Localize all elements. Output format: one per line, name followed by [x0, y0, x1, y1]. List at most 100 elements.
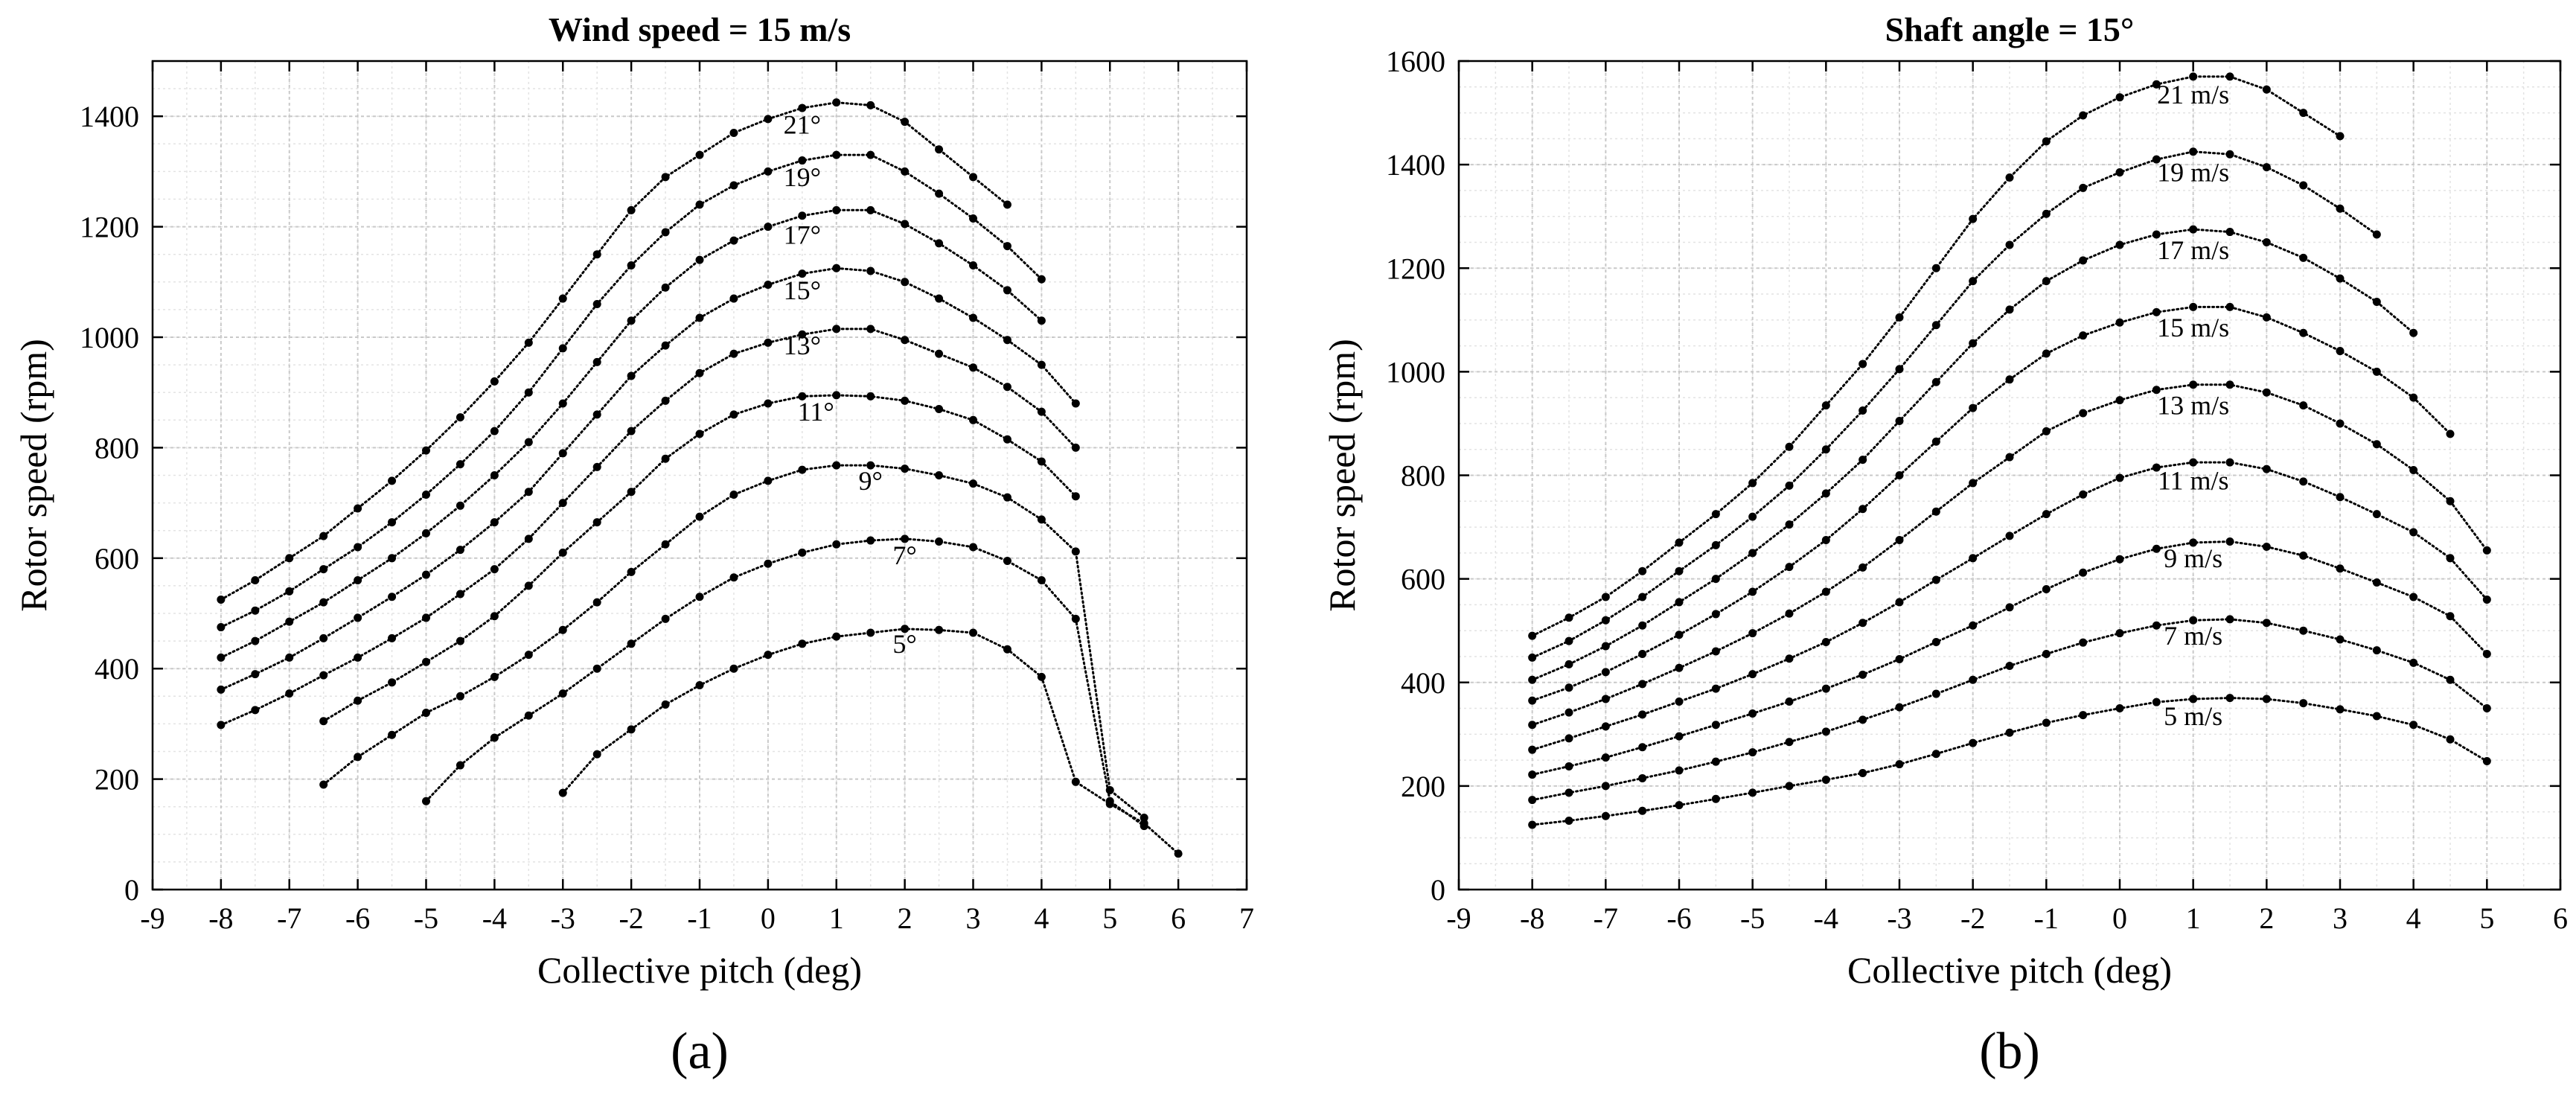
x-tick-label: 3 [966, 901, 981, 935]
data-point [2079, 183, 2088, 192]
x-tick-label: 1 [829, 901, 844, 935]
data-point [592, 357, 601, 366]
data-point [729, 236, 738, 245]
data-point [285, 617, 294, 626]
data-point [1969, 214, 1978, 223]
data-point [1105, 799, 1114, 808]
data-point [1037, 360, 1046, 369]
data-point [592, 250, 601, 259]
data-point [319, 717, 328, 726]
data-point [1821, 727, 1830, 736]
data-point [2079, 711, 2088, 720]
data-point [1748, 587, 1757, 596]
data-point [2446, 430, 2455, 438]
data-point [2189, 302, 2198, 311]
data-point [1601, 782, 1610, 791]
data-point [1895, 416, 1904, 425]
x-tick-label: -3 [551, 901, 575, 935]
data-point [2299, 328, 2308, 337]
series-label: 7° [892, 540, 916, 570]
data-point [217, 595, 226, 604]
data-point [388, 518, 397, 527]
data-point [866, 150, 875, 159]
x-tick-label: -6 [1666, 901, 1691, 935]
chart-wind-speed: -9 -8 -7 -6 -5 -4 -3 -2 -1 0 1 2 3 4 5 6 7 0 200 400 600 800 1… [13, 10, 1254, 1080]
data-point [354, 504, 362, 513]
data-point [1601, 642, 1610, 651]
data-point [2482, 704, 2491, 713]
data-point [1071, 443, 1080, 452]
data-point [2005, 240, 2014, 249]
data-point [1859, 406, 1867, 415]
data-point [2299, 109, 2308, 118]
series-5-m-s: 5 m/s [1528, 694, 2491, 829]
data-point [627, 261, 636, 270]
data-point [1003, 336, 1011, 345]
data-point [2336, 274, 2345, 283]
data-point [866, 205, 875, 214]
data-point [729, 490, 738, 499]
data-point [1528, 675, 1537, 684]
data-point [2152, 621, 2161, 630]
data-point [2299, 551, 2308, 560]
data-point [1565, 708, 1573, 717]
data-point [1859, 768, 1867, 777]
data-point [490, 427, 499, 435]
data-point [627, 316, 636, 325]
data-point [729, 294, 738, 303]
data-point [1638, 593, 1647, 601]
data-point [627, 427, 636, 435]
data-point [558, 294, 567, 303]
y-tick-label: 600 [95, 542, 139, 575]
data-point [2079, 111, 2088, 120]
data-point [2409, 721, 2418, 730]
data-point [832, 391, 841, 400]
data-point [969, 214, 977, 223]
data-point [2482, 546, 2491, 555]
data-point [354, 653, 362, 662]
data-point [866, 461, 875, 470]
data-point [661, 228, 670, 237]
data-point [1969, 738, 1978, 747]
data-point [729, 410, 738, 419]
ticks: -9 -8 -7 -6 -5 -4 -3 -2 -1 0 1 2 3 4 5 6 0 200 400 600 800 10… [1386, 45, 2568, 935]
data-point [354, 543, 362, 552]
data-point [2336, 705, 2345, 714]
data-point [2115, 168, 2124, 177]
data-point [2225, 302, 2234, 311]
data-point [695, 512, 704, 521]
data-point [2005, 173, 2014, 182]
data-point [627, 371, 636, 380]
data-point [1601, 668, 1610, 677]
data-point [729, 349, 738, 358]
data-point [2005, 603, 2014, 612]
series-line [425, 537, 1145, 828]
grid [1458, 60, 2561, 890]
data-point [661, 396, 670, 405]
data-point [592, 750, 601, 759]
panel-label: (a) [671, 1023, 729, 1080]
data-point [1601, 811, 1610, 820]
ticks: -9 -8 -7 -6 -5 -4 -3 -2 -1 0 1 2 3 4 5 6 7 0 200 400 600 800 1… [80, 61, 1254, 935]
data-point [1931, 750, 1940, 759]
data-point [1037, 672, 1046, 681]
data-point [592, 462, 601, 471]
data-point [764, 559, 773, 568]
data-point [969, 313, 977, 322]
data-point [2446, 612, 2455, 621]
x-tick-label: -7 [1594, 901, 1618, 935]
data-point [798, 639, 807, 648]
x-tick-label: -4 [482, 901, 507, 935]
data-point [1675, 732, 1684, 741]
series-9-m-s: 9 m/s [1528, 537, 2491, 779]
data-point [2152, 230, 2161, 239]
series-label: 17° [784, 220, 821, 250]
series-label: 11° [798, 397, 834, 427]
data-point [456, 692, 464, 700]
data-point [901, 336, 910, 345]
chart-title: Wind speed = 15 m/s [549, 10, 851, 48]
data-point [1748, 748, 1757, 757]
data-point [1711, 575, 1720, 584]
data-point [524, 711, 533, 720]
